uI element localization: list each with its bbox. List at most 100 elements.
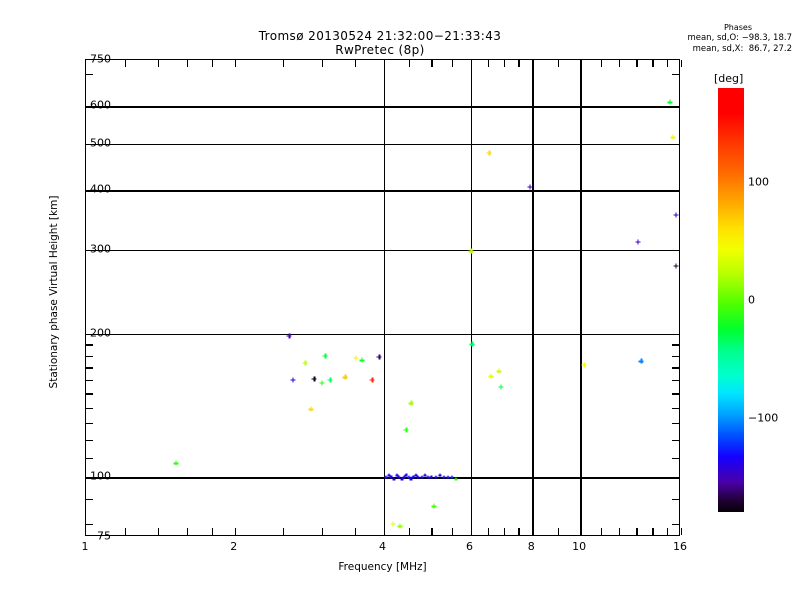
stats-header: Phases xyxy=(723,23,752,32)
data-point xyxy=(446,475,450,479)
y-axis-label: 400 xyxy=(90,182,111,196)
data-point xyxy=(581,362,587,368)
x-axis-tick xyxy=(431,60,433,67)
x-axis-tick xyxy=(158,60,160,67)
data-point xyxy=(322,353,328,359)
y-axis-tick xyxy=(672,143,679,146)
data-point xyxy=(429,475,433,479)
x-axis-tick xyxy=(600,60,602,67)
data-point xyxy=(496,368,502,374)
y-axis-tick xyxy=(672,439,679,441)
gridline-vertical xyxy=(383,60,385,535)
data-point xyxy=(423,473,427,477)
colorbar-unit-label: [deg] xyxy=(714,72,744,85)
page-subtitle: RwPretec (8p) xyxy=(335,43,425,57)
y-axis-tick xyxy=(86,407,93,409)
data-point xyxy=(438,473,442,477)
data-point xyxy=(673,263,679,269)
y-axis-tick xyxy=(672,106,679,108)
x-axis-tick xyxy=(619,528,621,535)
data-point xyxy=(327,377,333,383)
x-axis-tick xyxy=(234,528,236,535)
gridline-horizontal xyxy=(86,333,679,336)
data-point xyxy=(369,377,375,383)
data-point xyxy=(426,475,430,479)
x-axis-tick xyxy=(667,60,669,67)
x-axis-tick xyxy=(186,60,189,67)
plot-area xyxy=(85,59,683,536)
data-point xyxy=(416,475,420,479)
colorbar-gradient xyxy=(718,88,744,512)
x-axis-label: 2 xyxy=(230,540,238,553)
x-axis-tick xyxy=(212,60,214,67)
data-point xyxy=(420,475,424,479)
data-point xyxy=(450,475,454,479)
data-point xyxy=(311,376,317,382)
x-axis-tick xyxy=(580,528,582,535)
x-axis-tick xyxy=(681,528,683,535)
y-axis-tick xyxy=(672,333,679,335)
x-axis-tick xyxy=(518,528,520,535)
x-axis-tick xyxy=(470,528,472,535)
data-point xyxy=(670,134,676,140)
x-axis-tick xyxy=(470,60,472,67)
y-axis-label: 500 xyxy=(90,136,111,150)
x-axis-tick xyxy=(383,60,385,67)
data-point xyxy=(353,355,359,361)
data-point xyxy=(638,358,644,364)
data-point xyxy=(384,475,388,479)
gridline-horizontal xyxy=(86,143,679,146)
data-point xyxy=(359,357,365,363)
x-axis-tick xyxy=(619,60,621,67)
y-axis-tick xyxy=(86,380,93,382)
x-axis-tick xyxy=(282,60,284,67)
y-axis-label: 300 xyxy=(90,242,111,256)
x-axis-tick xyxy=(125,528,127,535)
y-axis-tick xyxy=(672,407,679,409)
x-axis-tick xyxy=(652,528,654,535)
x-axis-tick xyxy=(600,528,602,535)
y-axis-tick xyxy=(672,344,679,346)
x-axis-tick xyxy=(354,60,357,67)
y-axis-tick xyxy=(672,523,679,525)
x-axis-label: 16 xyxy=(673,540,687,553)
data-point xyxy=(397,523,403,529)
data-point xyxy=(468,248,474,254)
data-point xyxy=(342,374,348,380)
page-title: Tromsø 20130524 21:32:00−21:33:43 xyxy=(258,29,502,43)
data-point xyxy=(395,473,398,477)
y-axis-label: 600 xyxy=(90,98,111,112)
y-axis-label: 200 xyxy=(90,326,111,340)
y-axis-tick xyxy=(672,367,679,369)
x-axis-tick xyxy=(451,528,454,535)
x-axis-tick xyxy=(451,60,454,67)
x-axis-tick xyxy=(636,60,638,67)
x-axis-tick xyxy=(557,60,559,67)
x-axis-tick xyxy=(487,528,489,535)
data-point xyxy=(400,477,403,481)
x-axis-tick xyxy=(503,60,505,67)
x-axis-tick xyxy=(667,528,669,535)
x-axis-tick xyxy=(186,528,189,535)
x-axis-tick xyxy=(158,528,160,535)
y-axis-tick xyxy=(672,423,679,425)
data-point xyxy=(488,373,494,379)
data-point xyxy=(469,341,475,347)
data-point xyxy=(376,354,382,360)
gridline-horizontal xyxy=(86,477,679,479)
x-axis-label: 10 xyxy=(572,540,587,553)
y-axis-tick xyxy=(86,457,93,459)
y-axis-tick xyxy=(672,249,679,251)
data-point xyxy=(308,406,314,412)
y-axis-tick xyxy=(672,355,679,357)
colorbar xyxy=(718,88,744,512)
data-point xyxy=(414,473,418,477)
y-axis-tick xyxy=(86,439,93,441)
y-axis-tick xyxy=(86,523,93,525)
data-point xyxy=(486,150,492,156)
y-axis-tick xyxy=(86,333,93,335)
data-point xyxy=(390,521,396,527)
y-axis-tick xyxy=(672,393,679,395)
data-point xyxy=(392,477,396,481)
stats-o-mode: mean, sd,O: −98.3, 18.7 xyxy=(687,33,792,43)
